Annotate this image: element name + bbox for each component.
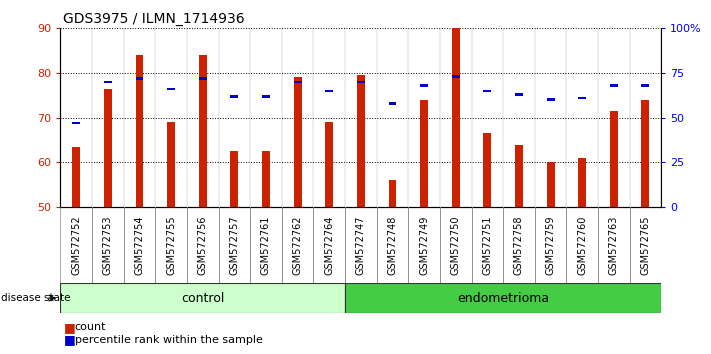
Bar [294, 81, 301, 83]
Bar [388, 180, 397, 207]
Bar [451, 28, 459, 207]
Text: GSM572759: GSM572759 [545, 215, 555, 275]
Bar [104, 81, 112, 83]
Bar [420, 84, 428, 87]
Text: GSM572758: GSM572758 [514, 215, 524, 275]
Text: GSM572765: GSM572765 [641, 215, 651, 275]
Text: GDS3975 / ILMN_1714936: GDS3975 / ILMN_1714936 [63, 12, 244, 27]
Text: GSM572748: GSM572748 [387, 216, 397, 275]
Text: endometrioma: endometrioma [457, 292, 549, 305]
Bar [547, 98, 555, 101]
Bar [483, 133, 491, 207]
Bar [357, 75, 365, 207]
Text: count: count [75, 322, 106, 332]
Text: GSM572753: GSM572753 [103, 215, 113, 275]
Bar [578, 97, 586, 99]
Bar [230, 95, 238, 98]
Bar [199, 55, 207, 207]
Bar [420, 100, 428, 207]
Bar [451, 75, 459, 78]
Bar [104, 88, 112, 207]
Text: GSM572749: GSM572749 [419, 216, 429, 275]
FancyBboxPatch shape [345, 283, 661, 313]
Bar [294, 78, 301, 207]
Text: GSM572762: GSM572762 [293, 215, 303, 275]
Bar [262, 151, 270, 207]
Bar [73, 122, 80, 124]
Text: disease state: disease state [1, 293, 70, 303]
Bar [167, 122, 175, 207]
Text: GSM572752: GSM572752 [71, 215, 81, 275]
Bar [578, 158, 586, 207]
Bar [262, 95, 270, 98]
Bar [610, 111, 618, 207]
Bar [641, 100, 649, 207]
Text: GSM572761: GSM572761 [261, 216, 271, 275]
Text: GSM572757: GSM572757 [230, 215, 240, 275]
Bar [388, 102, 397, 105]
Bar [547, 162, 555, 207]
Text: GSM572764: GSM572764 [324, 216, 334, 275]
Text: GSM572750: GSM572750 [451, 215, 461, 275]
Bar [136, 77, 144, 80]
Bar [136, 55, 144, 207]
Bar [357, 81, 365, 83]
Bar [199, 77, 207, 80]
Text: GSM572756: GSM572756 [198, 215, 208, 275]
Text: control: control [181, 292, 225, 305]
Text: percentile rank within the sample: percentile rank within the sample [75, 335, 262, 345]
FancyBboxPatch shape [60, 283, 345, 313]
Bar [515, 144, 523, 207]
Text: GSM572763: GSM572763 [609, 216, 619, 275]
Bar [325, 122, 333, 207]
Text: GSM572755: GSM572755 [166, 215, 176, 275]
Bar [483, 90, 491, 92]
Text: GSM572747: GSM572747 [356, 215, 366, 275]
Text: GSM572751: GSM572751 [482, 215, 492, 275]
Bar [167, 88, 175, 90]
Text: ■: ■ [64, 321, 76, 334]
Text: GSM572754: GSM572754 [134, 215, 144, 275]
Bar [515, 93, 523, 96]
Bar [73, 147, 80, 207]
Text: ■: ■ [64, 333, 76, 346]
Bar [325, 90, 333, 92]
Bar [610, 84, 618, 87]
Bar [230, 151, 238, 207]
Text: GSM572760: GSM572760 [577, 216, 587, 275]
Bar [641, 84, 649, 87]
